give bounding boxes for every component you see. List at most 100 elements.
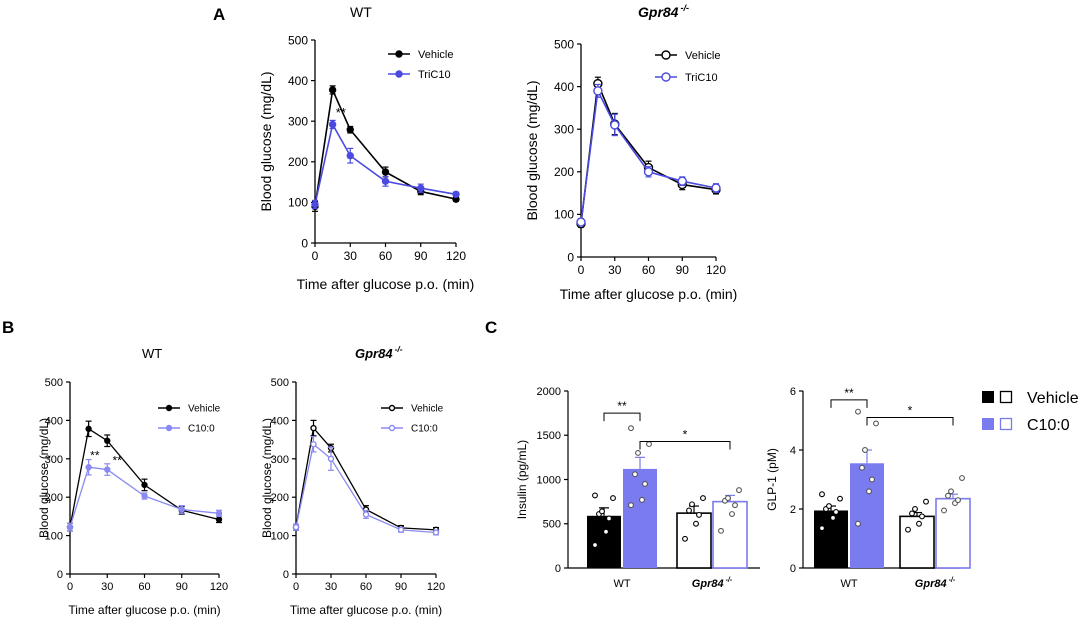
group-label: Gpr84 -/- — [915, 577, 956, 590]
data-point-c10-wt — [628, 502, 634, 509]
data-point-vehicle-gpr84 — [916, 520, 922, 527]
y-axis-label: Blood glucose (mg/dL) — [524, 80, 540, 220]
data-point-vehicle-wt — [833, 509, 839, 515]
legend-c10-open-swatch — [999, 417, 1013, 431]
legend-vehicle-filled-swatch — [982, 391, 994, 403]
y-axis-label: GLP-1 (pM) — [765, 448, 779, 511]
series-line-tric10 — [314, 122, 457, 205]
data-point-vehicle — [85, 425, 92, 433]
data-point-c10-0 — [310, 441, 317, 448]
y-tick-label: 4 — [790, 445, 796, 457]
data-point-c10-gpr84 — [725, 495, 731, 502]
data-point-c10-wt — [862, 447, 868, 453]
y-tick-label: 200 — [554, 165, 574, 179]
data-point-c10-wt — [639, 496, 645, 503]
data-point-c10-0 — [432, 529, 440, 536]
y-tick-label: 100 — [271, 531, 289, 543]
x-tick-label: 60 — [379, 249, 393, 263]
data-point-c10-0 — [178, 506, 185, 513]
y-tick-label: 0 — [567, 250, 574, 264]
data-point-vehicle-gpr84 — [682, 535, 688, 542]
data-point-vehicle-gpr84 — [693, 520, 699, 527]
y-tick-label: 300 — [271, 454, 289, 466]
y-tick-label: 1000 — [537, 474, 561, 486]
significance-label: ** — [90, 449, 100, 463]
bar-vehicle-gpr84 — [676, 512, 712, 569]
data-point-c10-wt — [855, 520, 861, 527]
y-tick-label: 0 — [555, 563, 561, 575]
data-point-c10-wt — [869, 476, 875, 483]
y-tick-label: 400 — [288, 74, 308, 88]
data-point-tric10 — [328, 120, 337, 129]
y-axis-label: Blood glucose (mg/dL) — [258, 71, 274, 211]
data-point-c10-wt — [628, 425, 634, 432]
x-axis-label: Time after glucose p.o. (min) — [560, 286, 738, 302]
y-tick-label: 500 — [543, 519, 561, 531]
data-point-c10-0 — [141, 492, 148, 500]
x-tick-label: 30 — [325, 581, 337, 593]
y-tick-label: 400 — [271, 415, 289, 427]
data-point-tric10 — [677, 176, 687, 186]
data-point-vehicle-gpr84 — [923, 498, 929, 505]
bar-c10-wt — [850, 463, 884, 568]
x-tick-label: 0 — [293, 581, 299, 593]
y-tick-label: 300 — [45, 454, 63, 466]
x-tick-label: 0 — [578, 263, 585, 277]
legend-label-c10-0: C10:0 — [411, 424, 438, 435]
significance-label: ** — [617, 399, 627, 413]
y-tick-label: 200 — [45, 492, 63, 504]
x-tick-label: 60 — [360, 581, 372, 593]
y-tick-label: 400 — [554, 80, 574, 94]
data-point-c10-gpr84 — [941, 507, 947, 514]
y-tick-label: 2 — [790, 504, 796, 516]
chart-b-wt: WT 0 100 200 300 400 500 0 30 60 90 120 Time after g… — [37, 346, 228, 617]
y-tick-label: 500 — [45, 377, 63, 389]
x-axis-label: Time after glucose p.o. (min) — [290, 603, 442, 617]
data-point-vehicle — [215, 516, 223, 523]
y-tick-label: 2000 — [537, 386, 561, 398]
legend-c: Vehicle C10:0 — [982, 390, 1079, 434]
data-point-tric10 — [452, 190, 460, 198]
data-point-vehicle — [310, 424, 317, 432]
x-tick-label: 0 — [312, 249, 319, 263]
data-point-c10-gpr84 — [955, 497, 961, 504]
data-point-vehicle-gpr84 — [912, 506, 918, 512]
data-point-c10-gpr84 — [959, 475, 965, 481]
y-tick-label: 1500 — [537, 430, 561, 442]
x-tick-label: 120 — [446, 249, 466, 263]
x-tick-label: 90 — [395, 581, 407, 593]
significance-bracket — [639, 440, 731, 450]
panel-label-b: B — [2, 318, 14, 337]
data-point-c10-0 — [104, 466, 111, 473]
data-point-vehicle-gpr84 — [700, 495, 706, 502]
y-tick-label: 300 — [554, 123, 574, 137]
group-label: Gpr84 -/- — [692, 577, 733, 590]
data-point-c10-0 — [362, 511, 370, 518]
data-point-c10-wt — [646, 441, 652, 448]
x-tick-label: 120 — [706, 263, 726, 277]
data-point-tric10 — [576, 217, 586, 227]
legend-label-vehicle: Vehicle — [188, 404, 221, 415]
data-point-c10-gpr84 — [948, 488, 954, 495]
data-point-vehicle — [328, 86, 337, 94]
data-point-tric10 — [711, 183, 721, 193]
legend-label-tric10: TriC10 — [685, 72, 718, 84]
data-point-vehicle-wt — [826, 503, 832, 509]
y-tick-label: 200 — [288, 155, 308, 169]
data-point-c10-wt — [855, 408, 861, 415]
bar-c10-gpr84 — [712, 500, 748, 569]
data-point-tric10 — [311, 200, 319, 209]
data-point-tric10 — [593, 86, 603, 96]
x-tick-label: 120 — [210, 581, 228, 593]
data-point-tric10 — [381, 177, 390, 185]
data-point-c10-0 — [66, 523, 74, 531]
data-point-vehicle-gpr84 — [919, 513, 925, 520]
data-point-c10-wt — [859, 464, 865, 471]
data-point-c10-gpr84 — [718, 527, 724, 534]
chart-title: WT — [142, 346, 162, 361]
chart-title: WT — [350, 4, 372, 20]
legend-label-vehicle: Vehicle — [685, 50, 720, 62]
y-axis-label: Insulin (pg/mL) — [515, 440, 529, 519]
x-axis-label: Time after glucose p.o. (min) — [297, 276, 475, 292]
